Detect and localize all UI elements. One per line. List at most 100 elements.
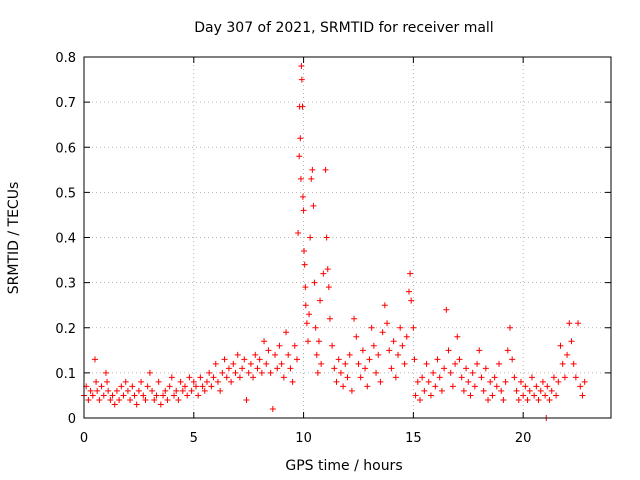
data-point — [381, 302, 388, 309]
data-point — [314, 369, 321, 376]
data-point — [575, 320, 582, 327]
data-point — [351, 315, 358, 322]
data-point — [289, 378, 296, 385]
y-tick-label: 0.2 — [55, 322, 76, 337]
data-point — [312, 324, 319, 331]
data-point — [425, 378, 432, 385]
data-point — [298, 76, 305, 83]
data-point — [498, 387, 505, 394]
data-point — [408, 297, 415, 304]
data-point — [208, 383, 215, 390]
data-point — [232, 369, 239, 376]
data-point — [302, 302, 309, 309]
data-point — [414, 378, 421, 385]
data-point — [300, 207, 307, 214]
data-point — [283, 329, 290, 336]
data-point — [247, 360, 254, 367]
data-point — [379, 329, 386, 336]
data-point — [252, 351, 259, 358]
data-point — [133, 401, 140, 408]
data-point — [555, 378, 562, 385]
data-point — [384, 320, 391, 327]
data-point — [421, 387, 428, 394]
data-point — [405, 288, 412, 295]
data-point — [329, 342, 336, 349]
data-point — [557, 342, 564, 349]
data-point — [474, 360, 481, 367]
grid-lines — [84, 57, 611, 418]
data-point — [410, 324, 417, 331]
y-tick-label: 0.8 — [55, 51, 76, 66]
y-tick-label: 0.6 — [55, 141, 76, 156]
data-point — [559, 360, 566, 367]
data-point — [310, 202, 317, 209]
data-point — [285, 351, 292, 358]
x-tick-label: 0 — [80, 431, 88, 446]
data-point — [326, 315, 333, 322]
data-point — [403, 333, 410, 340]
data-point — [318, 360, 325, 367]
data-point — [301, 248, 308, 255]
data-point — [397, 324, 404, 331]
data-point — [504, 347, 511, 354]
data-point — [496, 360, 503, 367]
data-point — [254, 365, 261, 372]
data-point — [219, 369, 226, 376]
data-point — [175, 396, 182, 403]
data-point — [160, 392, 167, 399]
data-point — [524, 396, 531, 403]
data-point — [107, 396, 114, 403]
data-point — [533, 383, 540, 390]
chart-title: Day 307 of 2021, SRMTID for receiver mal… — [194, 20, 493, 36]
data-point — [188, 387, 195, 394]
data-point — [256, 356, 263, 363]
data-point — [144, 383, 151, 390]
data-point — [85, 396, 92, 403]
data-point — [561, 374, 568, 381]
data-point — [297, 175, 304, 182]
data-point — [395, 351, 402, 358]
data-point — [111, 401, 118, 408]
data-point — [458, 374, 465, 381]
data-point — [311, 279, 318, 286]
data-point — [544, 383, 551, 390]
data-point — [138, 378, 145, 385]
data-point — [105, 387, 112, 394]
tick-labels: 0 0.1 0.2 0.3 0.4 0.5 0.6 0.7 0.8 0 5 10 15 20 — [55, 51, 531, 446]
data-point — [306, 311, 313, 318]
data-point — [401, 360, 408, 367]
data-point — [577, 383, 584, 390]
data-point — [102, 369, 109, 376]
data-point — [566, 320, 573, 327]
data-point — [454, 333, 461, 340]
data-point — [377, 378, 384, 385]
data-point — [489, 392, 496, 399]
data-point — [280, 374, 287, 381]
data-point — [296, 153, 303, 160]
data-point — [267, 369, 274, 376]
data-point — [278, 360, 285, 367]
data-point — [568, 338, 575, 345]
data-point — [548, 387, 555, 394]
data-point — [506, 324, 513, 331]
data-point — [392, 374, 399, 381]
data-point — [366, 356, 373, 363]
data-point — [258, 369, 265, 376]
x-axis-label: GPS time / hours — [285, 458, 402, 474]
data-point — [388, 365, 395, 372]
data-point — [309, 166, 316, 173]
data-point — [441, 365, 448, 372]
y-tick-label: 0.3 — [55, 277, 76, 292]
data-point — [221, 356, 228, 363]
data-point — [438, 387, 445, 394]
data-point — [192, 383, 199, 390]
data-point — [87, 387, 94, 394]
data-point — [179, 387, 186, 394]
data-point — [430, 369, 437, 376]
data-point — [373, 369, 380, 376]
y-tick-label: 0.1 — [55, 367, 76, 382]
data-point — [432, 383, 439, 390]
data-point — [250, 374, 257, 381]
data-point — [539, 378, 546, 385]
